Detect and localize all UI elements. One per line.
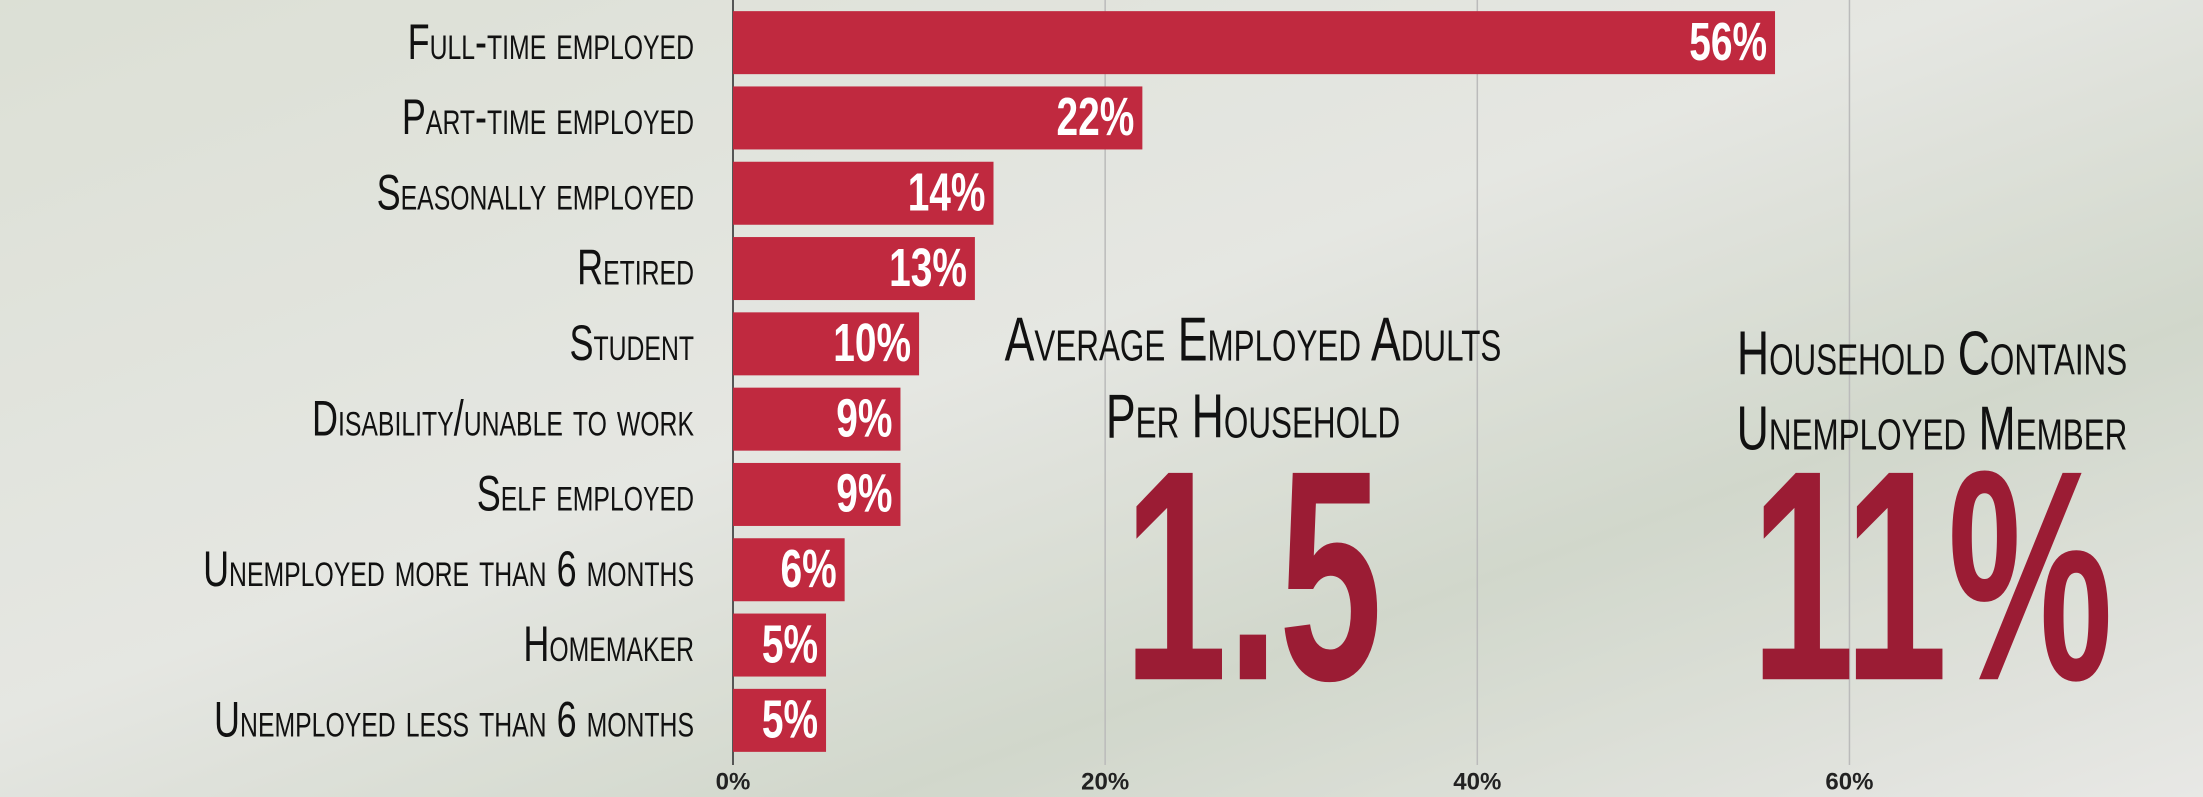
page: {"chart_data": {"type": "bar", "orientat… xyxy=(0,0,2203,797)
value-label: 6% xyxy=(780,538,836,599)
y-tick-label: Retired xyxy=(577,241,694,296)
bar xyxy=(733,11,1775,74)
annotation-title: Household Contains xyxy=(1737,319,2127,388)
value-label: 5% xyxy=(762,688,818,749)
value-label: 9% xyxy=(836,387,892,448)
chart: 0% 20% 40% 60% Full-time employed 56% Part-tim… xyxy=(0,0,2203,797)
value-label: 56% xyxy=(1689,11,1767,72)
x-tick-label: 0% xyxy=(716,768,751,795)
y-tick-label: Student xyxy=(569,316,694,371)
value-label: 14% xyxy=(908,161,986,222)
y-tick-label: Seasonally employed xyxy=(377,166,694,221)
value-label: 22% xyxy=(1057,86,1135,147)
annotation-title: Average Employed Adults xyxy=(1005,305,1502,374)
y-tick-label: Disability/unable to work xyxy=(312,392,694,447)
annotation-value: 1.5 xyxy=(1124,408,1383,743)
x-tick-label: 40% xyxy=(1453,768,1501,795)
value-label: 10% xyxy=(833,312,911,373)
y-tick-label: Homemaker xyxy=(523,618,694,673)
value-label: 5% xyxy=(762,613,818,674)
value-label: 9% xyxy=(836,462,892,523)
y-tick-label: Full-time employed xyxy=(408,15,694,70)
y-tick-label: Part-time employed xyxy=(402,91,694,146)
y-tick-label: Unemployed less than 6 months xyxy=(214,693,694,748)
y-tick-label: Self employed xyxy=(477,467,694,522)
annotation-value: 11% xyxy=(1751,408,2113,743)
x-tick-label: 60% xyxy=(1825,768,1873,795)
x-tick-label: 20% xyxy=(1081,768,1129,795)
value-label: 13% xyxy=(889,236,967,297)
y-tick-label: Unemployed more than 6 months xyxy=(203,542,694,597)
